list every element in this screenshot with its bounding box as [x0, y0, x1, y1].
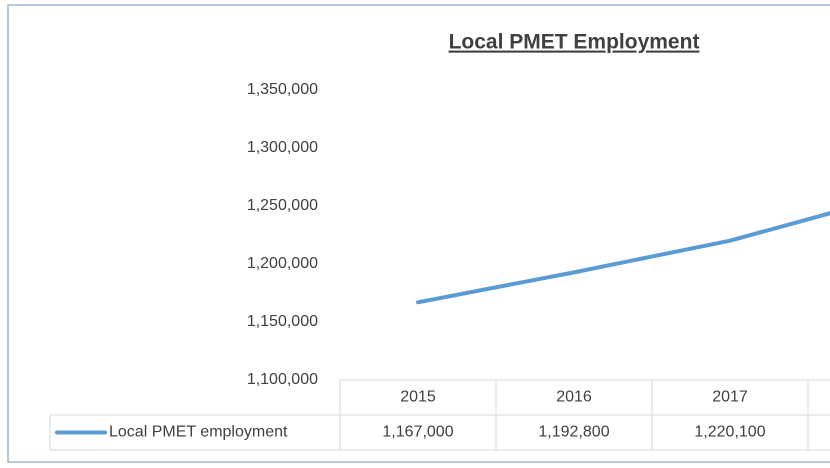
table-value: 1,220,100	[694, 424, 765, 441]
y-tick-label: 1,150,000	[247, 313, 318, 330]
table-header-cell	[807, 379, 830, 416]
y-tick-label: 1,100,000	[247, 371, 318, 388]
y-tick-label: 1,250,000	[247, 197, 318, 214]
y-tick-label: 1,350,000	[247, 81, 318, 98]
x-tick-label: 2017	[712, 389, 748, 406]
legend-label: Local PMET employment	[109, 424, 288, 441]
chart-title: Local PMET Employment	[449, 31, 700, 54]
table-value: 1,192,800	[538, 424, 609, 441]
chart-border	[7, 4, 830, 463]
table-value: 1,167,000	[382, 424, 453, 441]
y-tick-label: 1,200,000	[247, 255, 318, 272]
data-line	[416, 211, 830, 305]
x-tick-label: 2015	[400, 389, 436, 406]
table-value-cell	[807, 414, 830, 451]
y-tick-label: 1,300,000	[247, 139, 318, 156]
x-tick-label: 2016	[556, 389, 592, 406]
